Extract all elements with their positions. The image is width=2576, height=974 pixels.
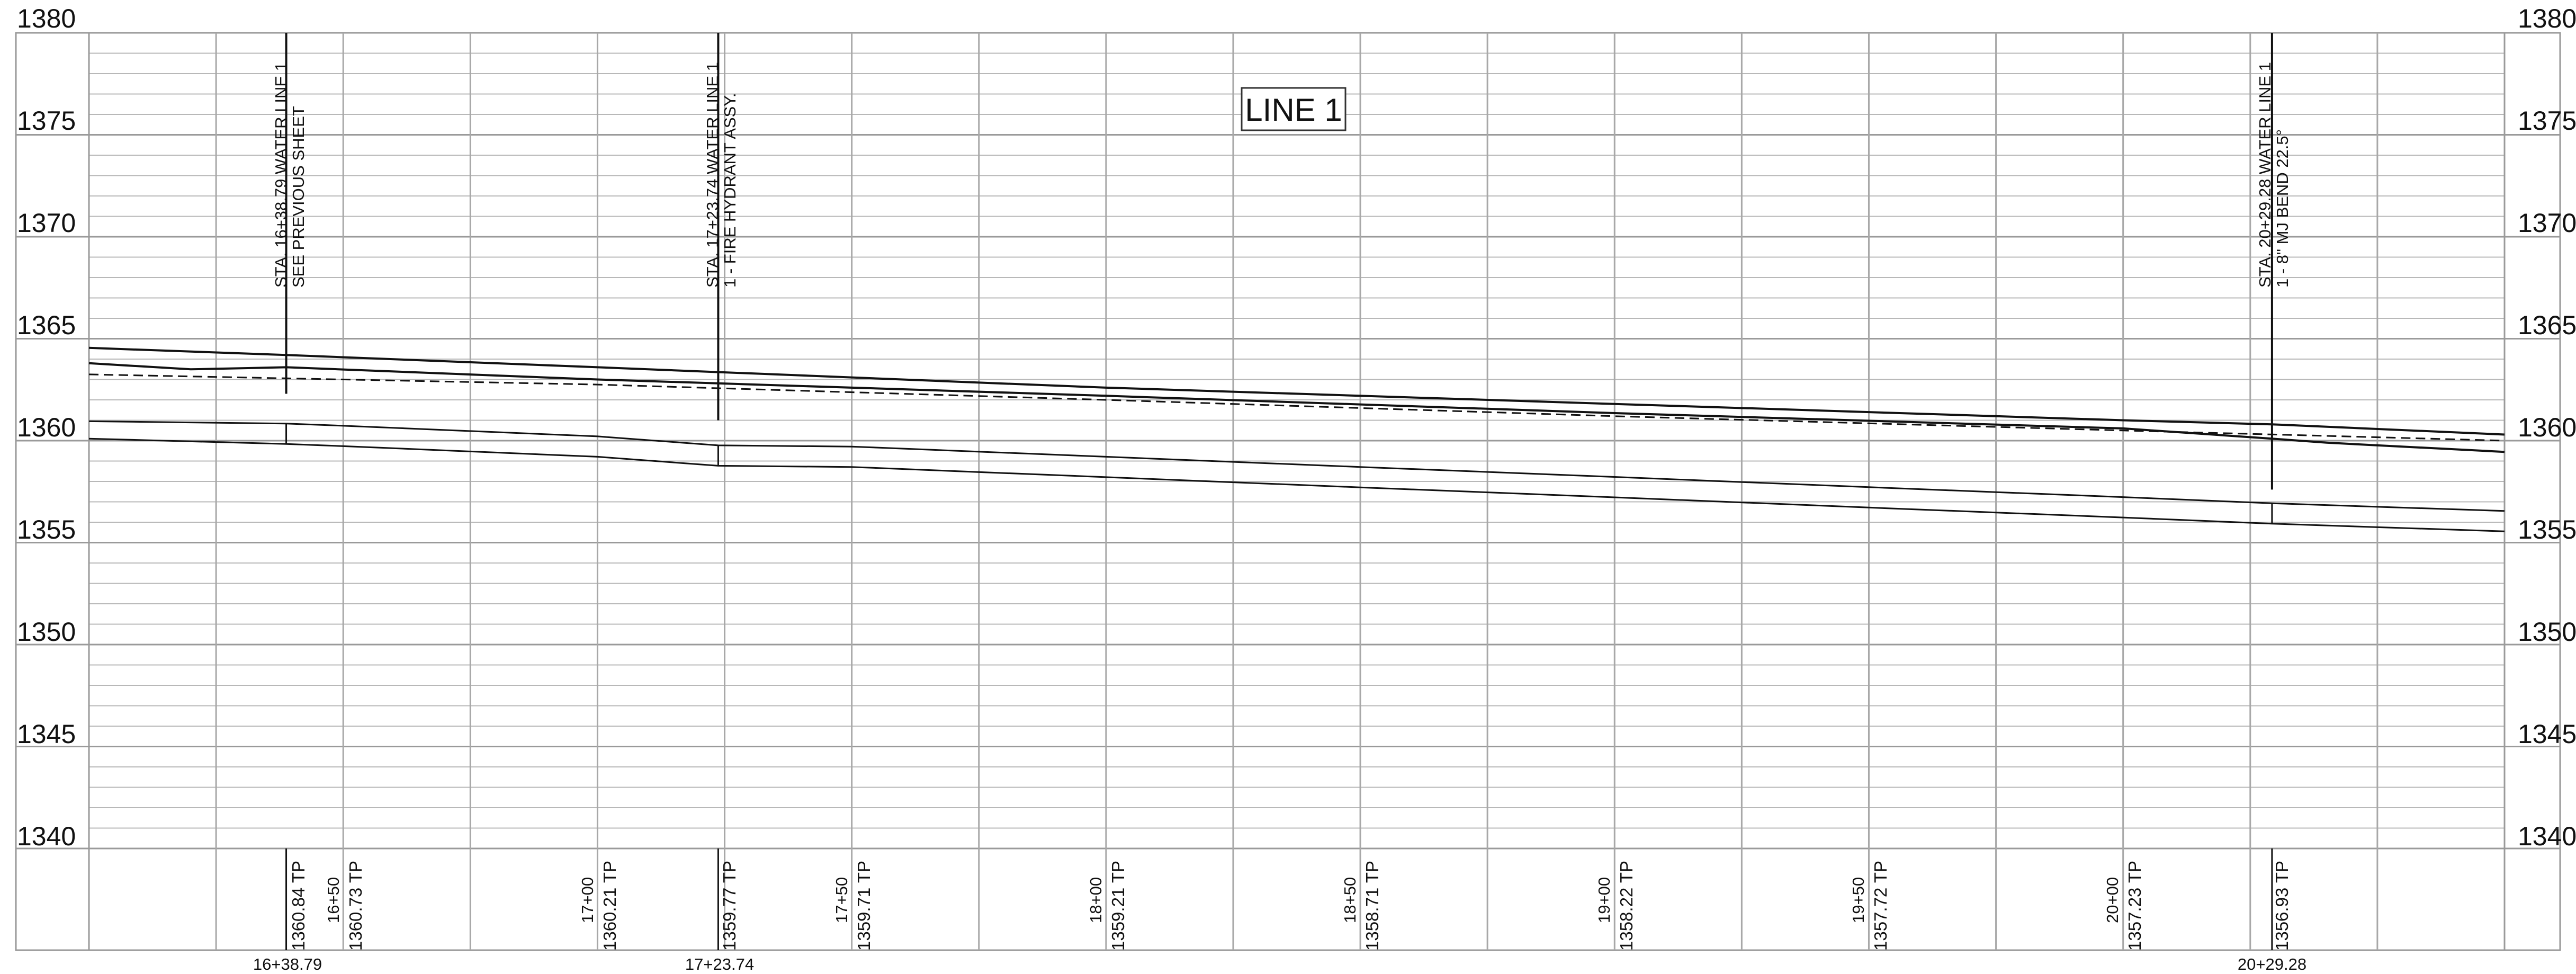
station-label-20-00: 20+00 [2103,877,2122,923]
elev-label-left-1375: 1375 [17,106,76,136]
station-label-19-50: 19+50 [1849,877,1868,923]
elev-label-left-1360: 1360 [17,413,76,442]
elev-label-right-1380: 1380 [2518,4,2576,33]
callout-1: STA. 16+38.79 WATER LINE 1 SEE PREVIOUS … [272,62,308,288]
elev-label-right-1345: 1345 [2518,719,2576,749]
tp-label: 1359.71 TP [854,861,874,951]
right-elevation-labels: 1380 1375 1370 1365 1360 1355 1350 1345 … [2518,4,2576,851]
tp-label: 1356.93 TP [2272,861,2292,951]
tp-label: 1358.71 TP [1362,861,1382,951]
elev-label-left-1355: 1355 [17,515,76,544]
title-text: LINE 1 [1245,92,1342,128]
profile-title: LINE 1 [1241,87,1347,131]
callout-2: STA. 17+23.74 WATER LINE 1 1 - FIRE HYDR… [703,62,739,288]
minor-gridlines [89,52,2505,829]
left-elevation-labels: 1380 1375 1370 1365 1360 1355 1350 1345 … [17,4,76,851]
elev-label-right-1370: 1370 [2518,208,2576,238]
callout-2-line1: STA. 17+23.74 WATER LINE 1 [703,62,722,288]
callout-1-line2: SEE PREVIOUS SHEET [289,106,308,288]
bottom-station-labels: 16+38.79 17+23.74 20+29.28 [253,955,2306,973]
callout-2-line2: 1 - FIRE HYDRANT ASSY. [721,93,739,288]
callout-3-line1: STA. 20+29.28 WATER LINE 1 [2256,62,2274,288]
elev-label-right-1365: 1365 [2518,310,2576,340]
bottom-station-label: 17+23.74 [685,955,754,973]
callout-1-line1: STA. 16+38.79 WATER LINE 1 [272,62,290,288]
station-label-19-00: 19+00 [1595,877,1613,923]
station-label-18-50: 18+50 [1341,877,1359,923]
tp-label: 1358.22 TP [1617,861,1636,951]
station-label-17-00: 17+00 [578,877,597,923]
tp-label: 1357.72 TP [1871,861,1890,951]
station-labels: 16+50 17+00 17+50 18+00 18+50 19+00 19+5… [324,877,2122,923]
dashed-grade-line [88,373,2505,442]
station-gridlines [88,33,2506,950]
elev-label-left-1340: 1340 [17,821,76,851]
bottom-station-label: 16+38.79 [253,955,322,973]
pipe-top-line [88,420,2505,512]
tp-label: 1360.73 TP [346,861,365,951]
elev-label-right-1350: 1350 [2518,617,2576,647]
tp-labels: 1360.84 TP 1360.73 TP 1360.21 TP 1359.77… [289,861,2292,951]
callout-leaders [285,33,2273,950]
station-label-16-50: 16+50 [324,877,343,923]
pipe-bottom-line [88,437,2505,532]
tp-label: 1359.21 TP [1108,861,1128,951]
tp-label: 1360.84 TP [289,861,308,951]
existing-grade-line [88,346,2505,436]
tp-label: 1360.21 TP [600,861,620,951]
elev-label-right-1355: 1355 [2518,515,2576,544]
title-box [1241,87,1347,131]
elev-label-right-1360: 1360 [2518,413,2576,442]
elev-label-right-1375: 1375 [2518,106,2576,136]
tp-label: 1359.77 TP [720,861,739,951]
station-label-18-00: 18+00 [1087,877,1105,923]
elev-label-left-1380: 1380 [17,4,76,33]
elev-label-left-1365: 1365 [17,310,76,340]
finished-grade-line [88,362,2505,453]
tp-label: 1357.23 TP [2125,861,2144,951]
elev-label-left-1370: 1370 [17,208,76,238]
profile-lines [88,346,2505,532]
bottom-station-label: 20+29.28 [2238,955,2306,973]
elev-label-right-1340: 1340 [2518,821,2576,851]
major-gridlines [16,32,2560,850]
callout-3-line2: 1 - 8" MJ BEND 22.5° [2273,129,2292,288]
station-label-17-50: 17+50 [832,877,851,923]
elev-label-left-1350: 1350 [17,617,76,647]
callout-3: STA. 20+29.28 WATER LINE 1 1 - 8" MJ BEN… [2256,62,2292,288]
elev-label-left-1345: 1345 [17,719,76,749]
